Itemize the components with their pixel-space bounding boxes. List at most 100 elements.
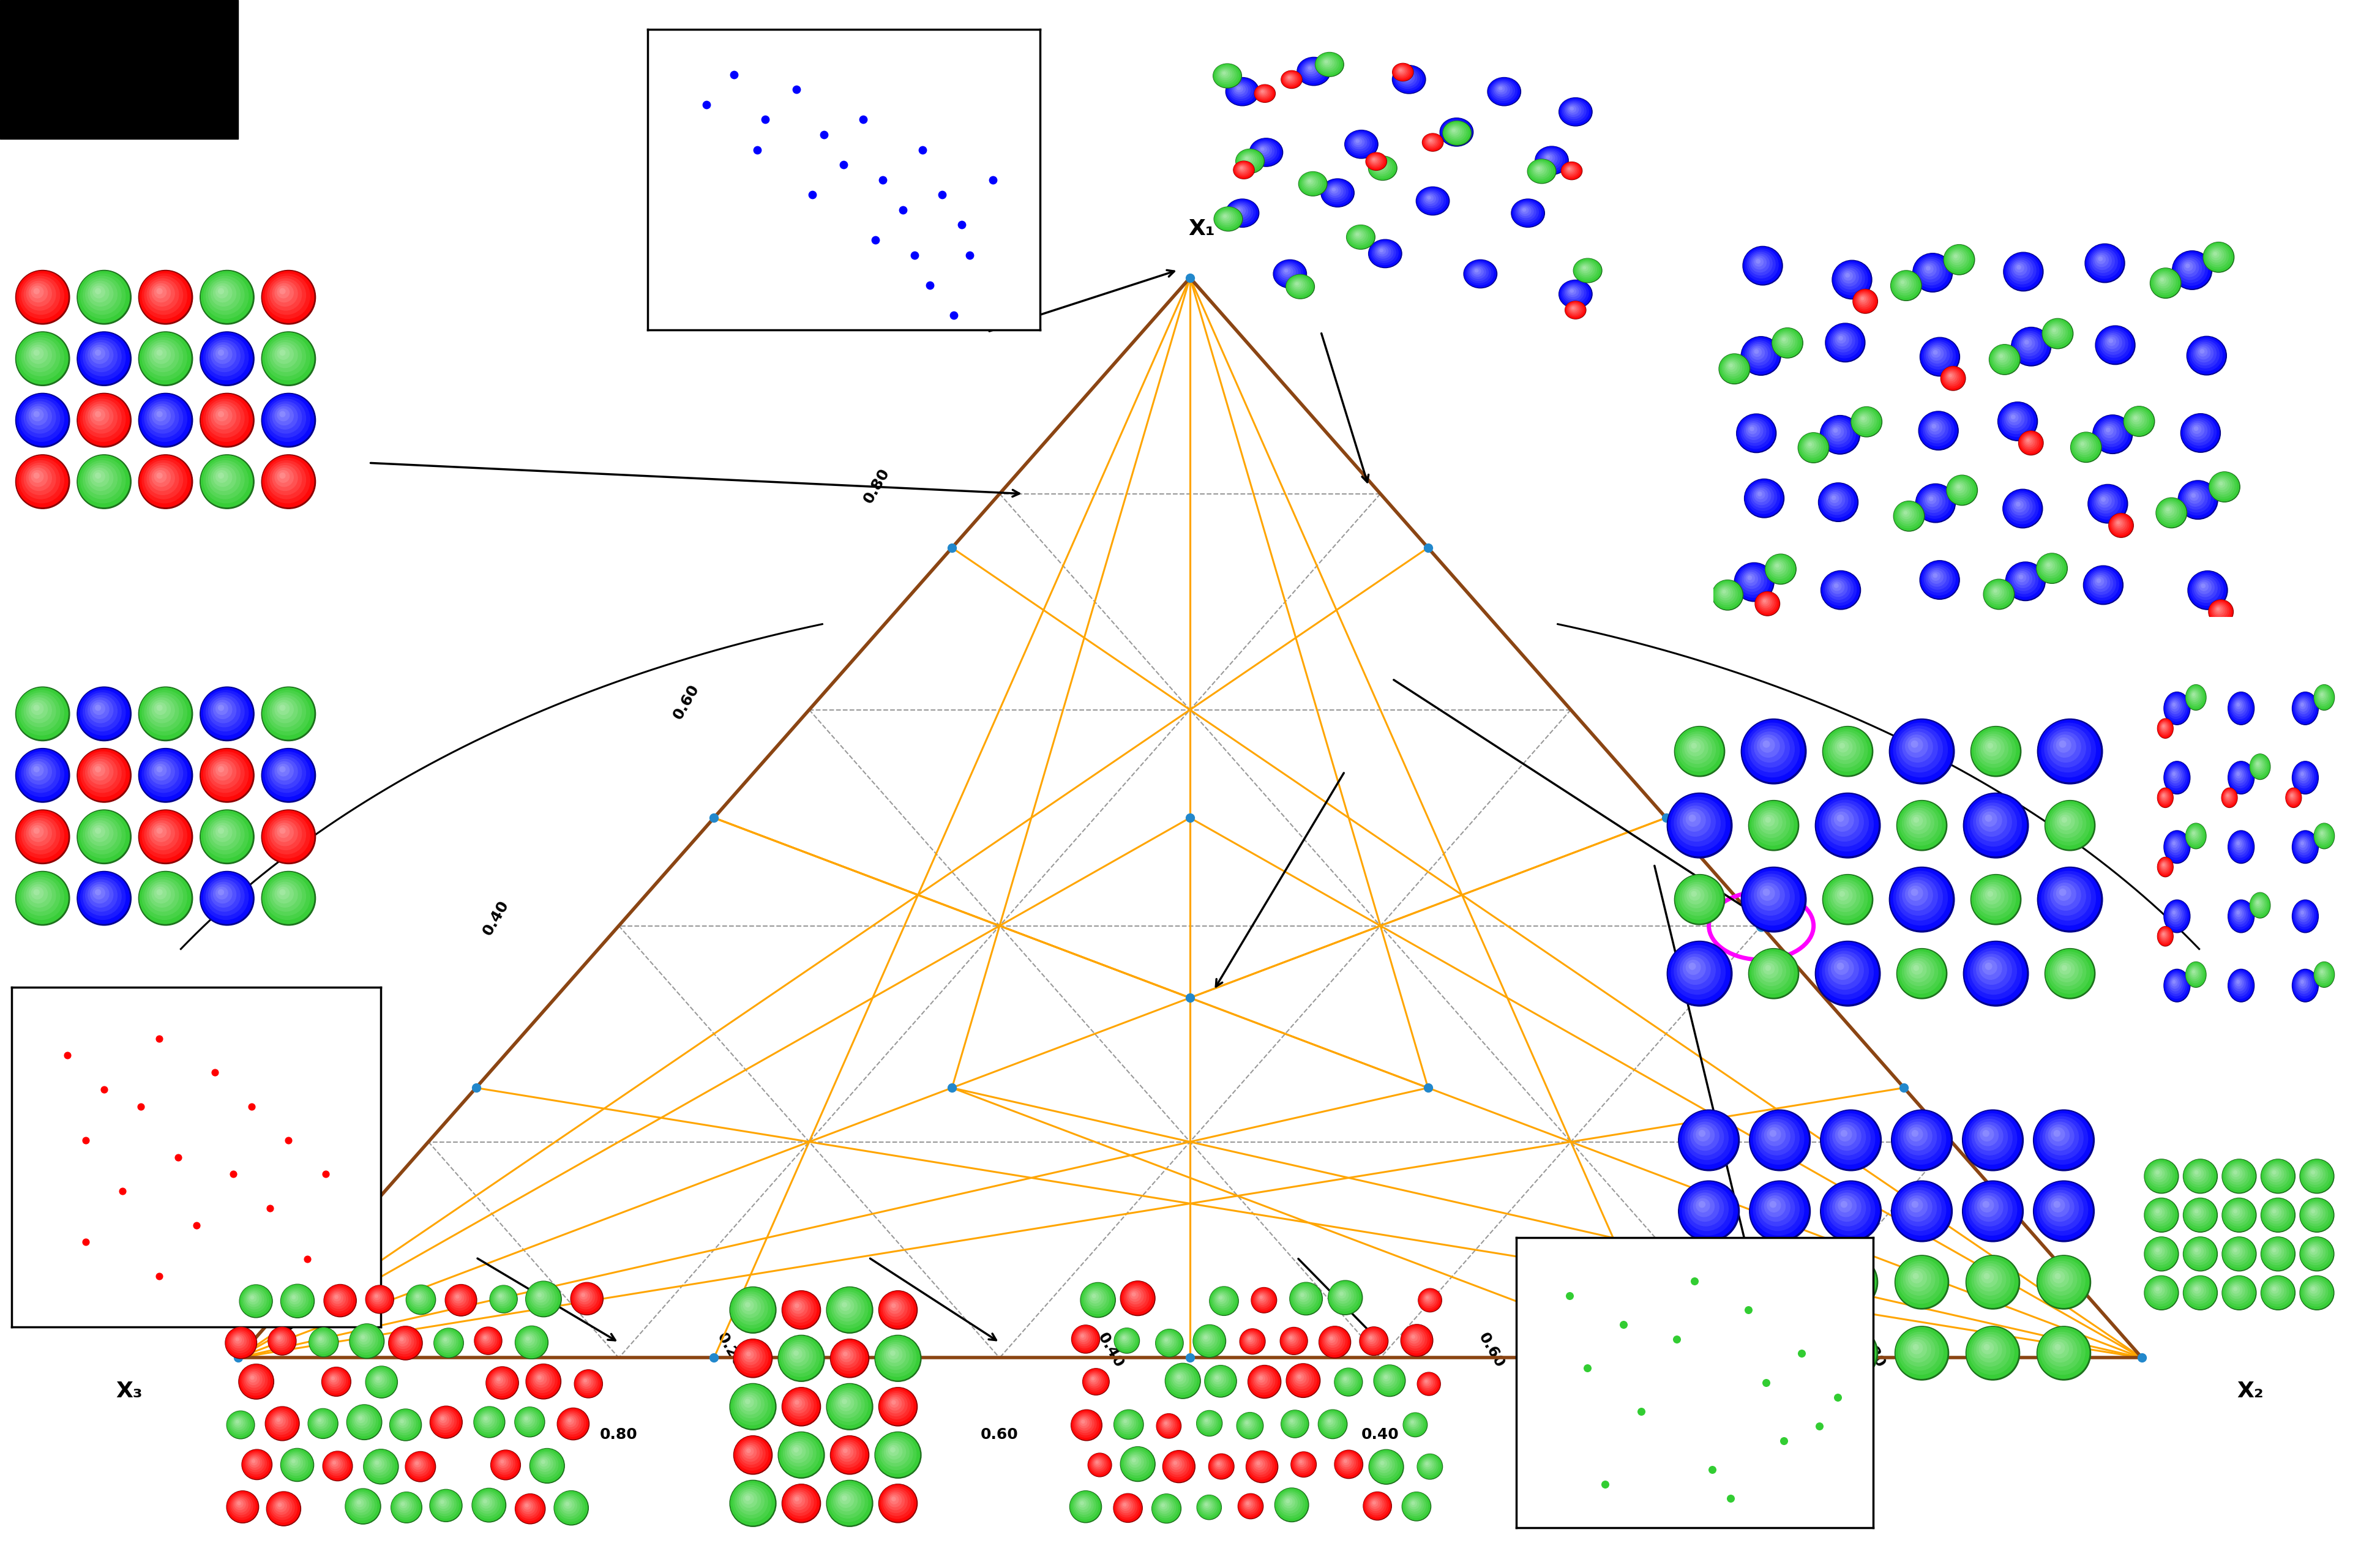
Circle shape bbox=[1928, 421, 1942, 434]
Circle shape bbox=[1354, 139, 1361, 145]
Circle shape bbox=[885, 1443, 902, 1460]
Circle shape bbox=[2199, 349, 2204, 353]
Circle shape bbox=[2011, 497, 2030, 515]
Circle shape bbox=[1292, 1369, 1311, 1389]
Circle shape bbox=[2044, 322, 2068, 343]
Circle shape bbox=[1095, 1460, 1100, 1466]
Circle shape bbox=[2004, 407, 2028, 430]
Circle shape bbox=[350, 1407, 378, 1437]
Circle shape bbox=[1921, 560, 1959, 599]
Circle shape bbox=[200, 333, 252, 384]
Circle shape bbox=[274, 1415, 286, 1427]
Circle shape bbox=[785, 1390, 816, 1423]
Circle shape bbox=[1404, 1413, 1426, 1437]
Circle shape bbox=[890, 1398, 900, 1407]
Circle shape bbox=[2156, 498, 2187, 528]
Circle shape bbox=[1209, 1287, 1238, 1315]
Circle shape bbox=[2225, 1278, 2251, 1307]
Circle shape bbox=[1918, 412, 1959, 451]
Circle shape bbox=[1378, 1460, 1388, 1467]
Circle shape bbox=[1825, 491, 1844, 509]
Point bbox=[845, 108, 883, 133]
Circle shape bbox=[2297, 906, 2309, 921]
Circle shape bbox=[274, 762, 293, 781]
Circle shape bbox=[1280, 265, 1295, 279]
Circle shape bbox=[2261, 1276, 2294, 1308]
Circle shape bbox=[2059, 963, 2071, 974]
Circle shape bbox=[2171, 702, 2178, 708]
Circle shape bbox=[1295, 282, 1299, 285]
Circle shape bbox=[1364, 1330, 1383, 1350]
Circle shape bbox=[2294, 904, 2313, 927]
Circle shape bbox=[2163, 900, 2190, 932]
Circle shape bbox=[1368, 239, 1402, 268]
Text: 0.20: 0.20 bbox=[1742, 1427, 1780, 1443]
Circle shape bbox=[29, 762, 48, 781]
Circle shape bbox=[1947, 372, 1956, 381]
Circle shape bbox=[324, 1450, 352, 1481]
Circle shape bbox=[347, 1406, 381, 1438]
Circle shape bbox=[293, 1460, 295, 1463]
Circle shape bbox=[2306, 1205, 2323, 1221]
Circle shape bbox=[833, 1341, 864, 1373]
Circle shape bbox=[1852, 407, 1880, 437]
Circle shape bbox=[1247, 1452, 1278, 1481]
Circle shape bbox=[95, 705, 100, 710]
Circle shape bbox=[890, 1495, 900, 1504]
Circle shape bbox=[1823, 488, 1852, 514]
Circle shape bbox=[843, 1350, 850, 1359]
Circle shape bbox=[1426, 1296, 1430, 1301]
Circle shape bbox=[1240, 1416, 1257, 1432]
Circle shape bbox=[1257, 1375, 1264, 1383]
Circle shape bbox=[1290, 1336, 1292, 1339]
Circle shape bbox=[743, 1347, 759, 1364]
Circle shape bbox=[157, 472, 162, 478]
Circle shape bbox=[2290, 793, 2294, 799]
Point bbox=[688, 93, 726, 117]
Circle shape bbox=[1942, 367, 1966, 390]
Circle shape bbox=[1326, 1335, 1338, 1345]
Circle shape bbox=[2223, 1197, 2256, 1233]
Circle shape bbox=[1088, 1373, 1102, 1389]
Circle shape bbox=[519, 1412, 538, 1429]
Circle shape bbox=[1202, 1416, 1211, 1426]
Circle shape bbox=[2171, 978, 2178, 986]
Circle shape bbox=[1573, 259, 1602, 282]
Circle shape bbox=[1200, 1332, 1214, 1347]
Circle shape bbox=[2021, 432, 2040, 452]
Circle shape bbox=[2251, 895, 2268, 915]
Circle shape bbox=[878, 1389, 916, 1424]
Circle shape bbox=[1971, 1332, 2011, 1370]
Circle shape bbox=[200, 455, 255, 509]
Circle shape bbox=[2297, 697, 2311, 716]
Circle shape bbox=[1566, 103, 1580, 117]
Circle shape bbox=[2299, 1276, 2335, 1310]
Point bbox=[973, 168, 1012, 193]
Circle shape bbox=[219, 767, 224, 772]
Circle shape bbox=[267, 461, 305, 498]
Circle shape bbox=[1121, 1501, 1128, 1509]
Circle shape bbox=[574, 1285, 597, 1308]
Circle shape bbox=[2318, 690, 2328, 702]
Circle shape bbox=[2071, 432, 2102, 463]
Circle shape bbox=[1754, 1256, 1804, 1307]
Circle shape bbox=[328, 1375, 338, 1384]
Circle shape bbox=[2152, 1244, 2168, 1259]
Circle shape bbox=[1854, 290, 1878, 313]
Circle shape bbox=[1773, 563, 1780, 569]
Circle shape bbox=[81, 273, 126, 318]
Circle shape bbox=[1859, 295, 1868, 304]
Circle shape bbox=[576, 1287, 595, 1307]
Circle shape bbox=[1230, 202, 1252, 222]
Circle shape bbox=[1966, 1327, 2018, 1378]
Circle shape bbox=[1245, 1500, 1252, 1509]
Circle shape bbox=[328, 1457, 343, 1470]
Circle shape bbox=[155, 826, 167, 838]
Circle shape bbox=[486, 1367, 516, 1398]
Circle shape bbox=[476, 1327, 502, 1353]
Circle shape bbox=[455, 1293, 462, 1301]
Circle shape bbox=[1904, 1335, 1935, 1366]
Circle shape bbox=[17, 750, 69, 801]
Circle shape bbox=[536, 1290, 547, 1302]
Circle shape bbox=[2161, 722, 2168, 733]
